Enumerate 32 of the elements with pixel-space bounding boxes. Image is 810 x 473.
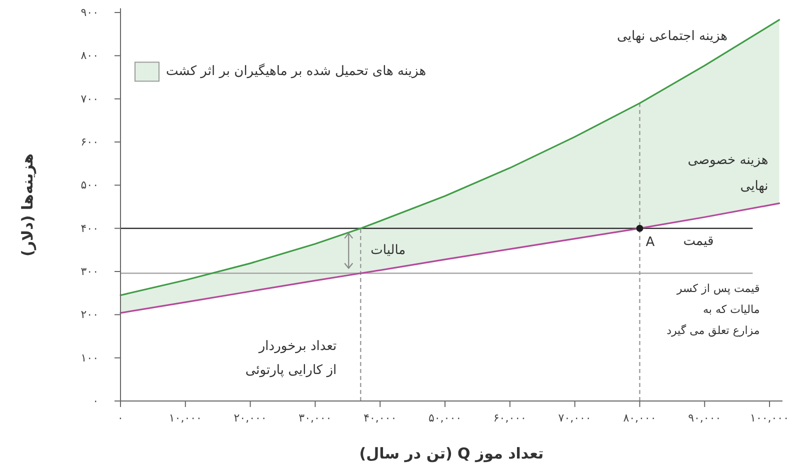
x-tick-label: ۳۰,۰۰۰ <box>298 412 332 424</box>
y-tick-label: ۰ <box>92 394 98 408</box>
ref-line-label: قیمت پس از کسر مالیات که به مزارع تعلق می گیرد <box>666 281 760 340</box>
series-label: هزینه خصوصی نهایی <box>688 152 768 196</box>
annotation: A <box>646 234 655 252</box>
x-axis-title: تعداد موز Q (تن در سال) <box>359 444 544 464</box>
x-tick-label: ۸۰,۰۰۰ <box>623 412 656 424</box>
x-tick-label: ۵۰,۰۰۰ <box>428 412 462 424</box>
x-tick-label: ۶۰,۰۰۰ <box>493 412 526 424</box>
y-tick-label: ۸۰۰ <box>80 49 98 62</box>
annotation: هزینه اجتماعی نهایی <box>617 28 728 46</box>
y-tick-label: ۴۰۰ <box>80 222 98 235</box>
y-tick-label: ۲۰۰ <box>80 308 98 322</box>
annotation: مالیات <box>370 242 406 260</box>
x-tick-label: ۱۰۰,۰۰۰ <box>750 412 789 424</box>
x-tick-label: ۹۰,۰۰۰ <box>688 412 722 424</box>
ref-line-label: قیمت <box>683 233 714 252</box>
x-tick-label: ۰ <box>118 412 124 424</box>
x-tick-label: ۲۰,۰۰۰ <box>234 412 267 424</box>
ref-line-label: تعداد برخوردار از کارایی پارتوئی <box>245 338 337 380</box>
x-tick-label: ۷۰,۰۰۰ <box>558 412 592 424</box>
y-tick-label: ۵۰۰ <box>80 178 98 192</box>
y-tick-label: ۱۰۰ <box>80 351 98 364</box>
legend-label: هزینه های تحمیل شده بر ماهیگیران بر اثر کشت <box>166 62 426 81</box>
x-tick-label: ۱۰,۰۰۰ <box>168 412 202 424</box>
line-series <box>120 202 780 314</box>
y-axis-title: هزینه‌ها (دلار) <box>18 153 38 256</box>
y-tick-label: ۳۰۰ <box>80 265 98 278</box>
y-tick-label: ۹۰۰ <box>80 6 98 20</box>
y-tick-label: ۶۰۰ <box>80 136 98 149</box>
x-tick-label: ۴۰,۰۰۰ <box>364 412 397 424</box>
y-tick-label: ۷۰۰ <box>80 92 98 106</box>
